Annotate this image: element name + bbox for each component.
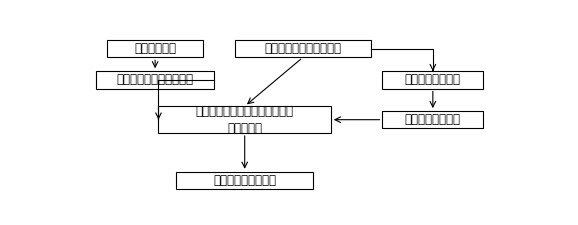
Text: 植株图像获取: 植株图像获取 xyxy=(134,42,176,55)
Text: 待估植株图像获取: 待估植株图像获取 xyxy=(405,73,461,86)
Text: 土壤样本铁元素含量获取: 土壤样本铁元素含量获取 xyxy=(265,42,342,55)
FancyBboxPatch shape xyxy=(96,71,214,88)
FancyBboxPatch shape xyxy=(158,106,331,133)
Text: 图像分割及特征参数提取: 图像分割及特征参数提取 xyxy=(117,73,194,86)
FancyBboxPatch shape xyxy=(107,40,203,57)
FancyBboxPatch shape xyxy=(383,71,483,88)
FancyBboxPatch shape xyxy=(176,172,313,189)
FancyBboxPatch shape xyxy=(383,111,483,128)
FancyBboxPatch shape xyxy=(235,40,371,57)
Text: 建立图像特征参数与土壤铁元素
之间的关系: 建立图像特征参数与土壤铁元素 之间的关系 xyxy=(196,105,294,135)
Text: 估测土壤铁元素含量: 估测土壤铁元素含量 xyxy=(213,174,276,187)
Text: 图像特征参数提取: 图像特征参数提取 xyxy=(405,113,461,126)
